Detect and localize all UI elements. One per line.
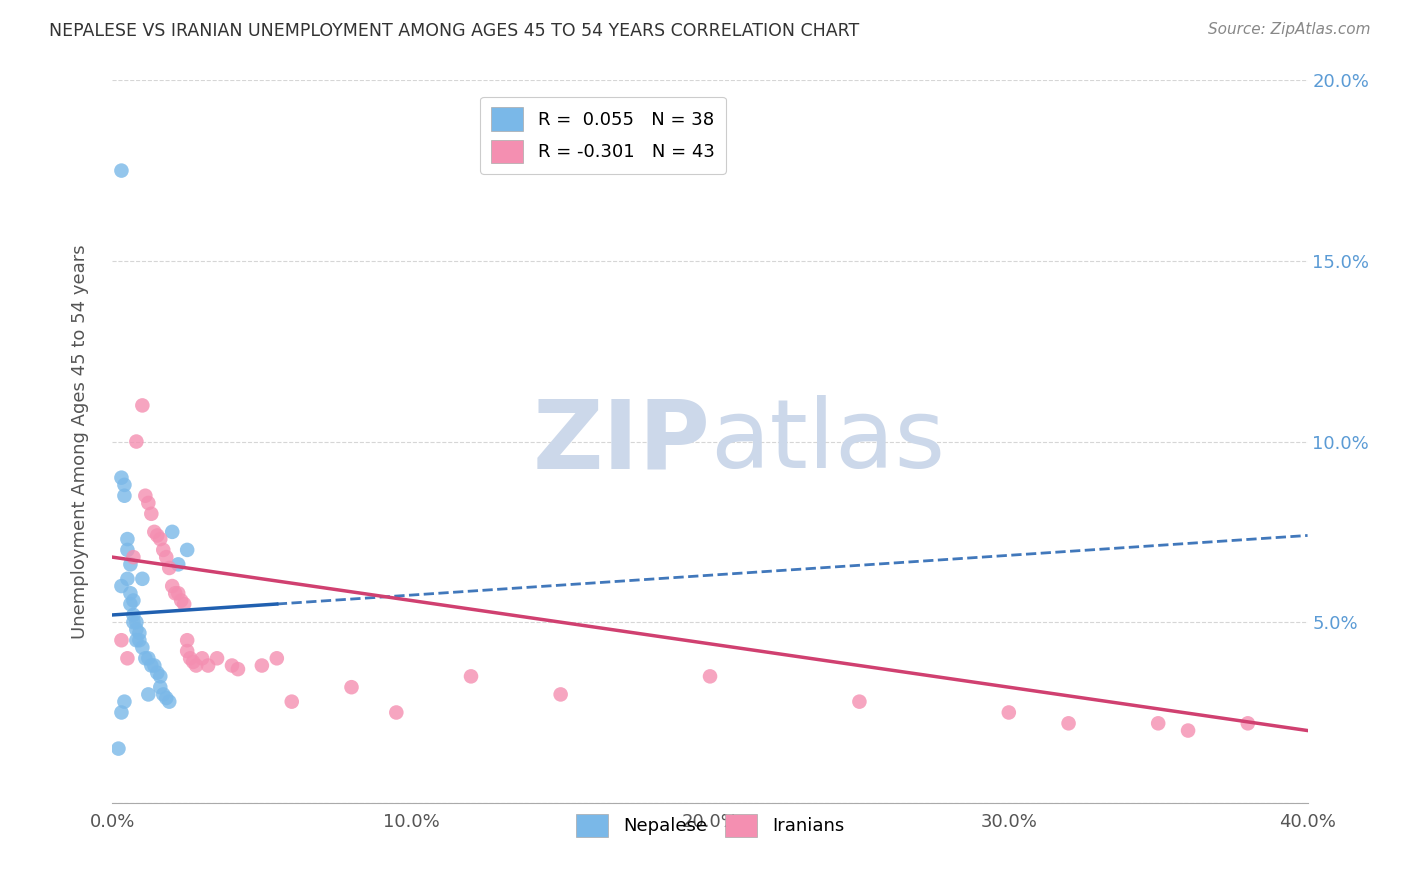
Point [122,615,145,630]
Point [1057,716,1080,731]
Point [110,163,132,178]
Point [179,651,201,665]
Point [149,680,172,694]
Point [131,640,153,655]
Point [250,658,273,673]
Point [114,478,135,492]
Point [128,626,150,640]
Point [460,669,482,683]
Text: atlas: atlas [710,395,945,488]
Point [266,651,288,665]
Point [186,658,208,673]
Point [117,542,139,557]
Point [149,669,172,683]
Point [120,558,142,572]
Point [181,655,204,669]
Point [157,561,180,575]
Point [138,651,160,665]
Point [134,489,156,503]
Point [114,695,135,709]
Point [149,532,172,546]
Point [998,706,1021,720]
Point [167,586,190,600]
Point [125,633,148,648]
Point [281,695,304,709]
Point [1147,716,1170,731]
Legend: Nepalese, Iranians: Nepalese, Iranians [568,806,852,845]
Point [155,550,177,565]
Point [226,662,249,676]
Point [143,658,166,673]
Point [221,658,243,673]
Text: Source: ZipAtlas.com: Source: ZipAtlas.com [1208,22,1371,37]
Point [128,633,150,648]
Point [699,669,721,683]
Point [848,695,870,709]
Point [125,623,148,637]
Point [162,579,183,593]
Point [141,507,163,521]
Point [176,644,198,658]
Point [131,398,153,412]
Point [122,607,145,622]
Point [167,558,190,572]
Point [162,524,183,539]
Point [170,593,193,607]
Point [110,706,132,720]
Point [120,597,142,611]
Point [138,687,160,701]
Point [120,586,142,600]
Point [143,524,166,539]
Point [155,691,177,706]
Point [110,471,132,485]
Point [146,528,169,542]
Point [197,658,219,673]
Point [117,572,139,586]
Point [173,597,195,611]
Point [1237,716,1260,731]
Point [134,651,156,665]
Point [114,489,135,503]
Point [165,586,187,600]
Point [1177,723,1199,738]
Point [131,572,153,586]
Point [107,741,129,756]
Point [176,633,198,648]
Point [152,542,174,557]
Point [125,615,148,630]
Point [191,651,214,665]
Point [110,633,132,648]
Point [117,532,139,546]
Point [122,593,145,607]
Text: NEPALESE VS IRANIAN UNEMPLOYMENT AMONG AGES 45 TO 54 YEARS CORRELATION CHART: NEPALESE VS IRANIAN UNEMPLOYMENT AMONG A… [49,22,859,40]
Point [205,651,228,665]
Point [110,579,132,593]
Point [550,687,572,701]
Text: ZIP: ZIP [531,395,710,488]
Point [340,680,363,694]
Point [125,434,148,449]
Point [385,706,408,720]
Point [157,695,180,709]
Point [141,658,163,673]
Point [176,542,198,557]
Point [152,687,174,701]
Point [117,651,139,665]
Point [138,496,160,510]
Point [146,665,169,680]
Point [122,550,145,565]
Y-axis label: Unemployment Among Ages 45 to 54 years: Unemployment Among Ages 45 to 54 years [70,244,89,639]
